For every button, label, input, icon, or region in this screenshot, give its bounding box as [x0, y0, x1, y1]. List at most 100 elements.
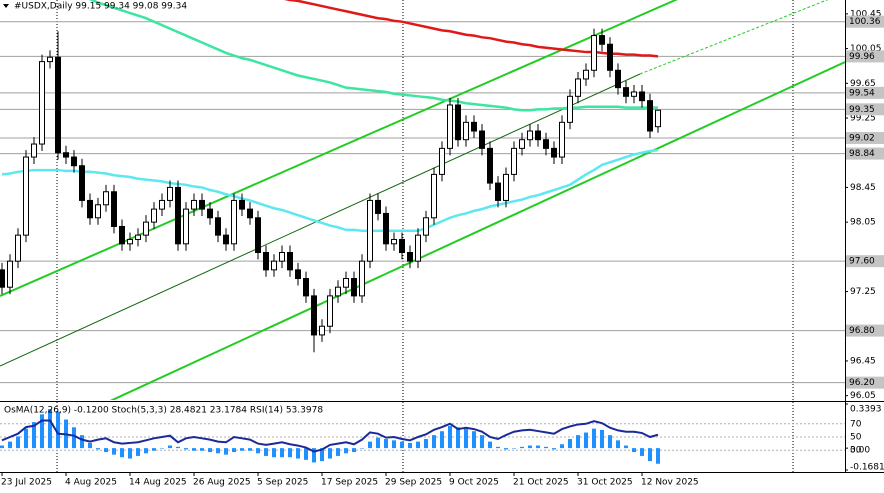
candle-body — [591, 35, 597, 71]
candle-body — [271, 260, 277, 271]
y-tick-label: 96.45 — [850, 356, 876, 366]
axes: 100.45 100.05 99.65 99.25 98.45 98.05 97.25 96.… — [1, 9, 884, 488]
osma-bar — [24, 428, 28, 449]
candle-body — [39, 61, 45, 145]
osma-bar — [184, 448, 188, 450]
candle-body — [223, 234, 229, 245]
candle-body — [79, 165, 85, 201]
osma-bar — [192, 448, 196, 451]
osma-bar — [16, 436, 20, 449]
osma-bar — [632, 448, 636, 453]
candle-body — [471, 121, 477, 132]
osma-bar — [144, 448, 148, 454]
level-box — [846, 15, 884, 28]
candle-body — [135, 234, 141, 240]
x-tick-label: 14 Aug 2025 — [129, 478, 187, 488]
channel-mid-extension — [639, 0, 829, 75]
channel — [0, 0, 845, 400]
osma-bar — [400, 441, 404, 449]
candle-body — [623, 87, 629, 97]
candle-body — [207, 208, 213, 219]
osma-bar — [112, 448, 116, 455]
channel-upper — [0, 0, 678, 297]
candle-body — [263, 251, 269, 271]
moving-average — [1, 148, 659, 233]
osma-bar — [152, 448, 156, 451]
level-label: 97.60 — [849, 257, 875, 267]
osma-bar — [448, 426, 452, 449]
candle-body — [47, 56, 53, 63]
level-label: 99.35 — [849, 105, 875, 115]
candle-body — [23, 156, 29, 236]
candle-body — [247, 208, 253, 219]
osma-bar — [488, 441, 492, 449]
indicator — [0, 409, 845, 464]
candle-body — [391, 238, 397, 245]
candle-body — [503, 173, 509, 201]
candle-body — [119, 225, 125, 245]
candle-body — [103, 191, 109, 206]
candle-body — [327, 295, 333, 327]
candle-body — [55, 56, 61, 154]
candle-body — [31, 143, 37, 158]
osma-bar — [600, 429, 604, 449]
level-label: 96.20 — [849, 378, 875, 388]
osma-bar — [288, 448, 292, 458]
candle-body — [375, 199, 381, 214]
y-tick-label: 96.05 — [850, 391, 876, 401]
candle-body — [15, 234, 21, 262]
osma-bar — [432, 435, 436, 449]
moving-average — [88, 0, 658, 112]
osma-bar — [472, 431, 476, 449]
candle-body — [511, 147, 517, 175]
y-tick-label: 100.45 — [850, 9, 882, 19]
candle-body — [631, 91, 637, 97]
osma-tick-label: -0.1681 — [850, 463, 884, 473]
x-tick-label: 21 Oct 2025 — [513, 478, 569, 488]
chart-title: #USDX,Daily 99.15 99.34 99.08 99.34 — [14, 2, 187, 12]
candle-body — [463, 121, 469, 141]
level-label: 99.02 — [849, 133, 875, 143]
rsi-line — [1, 419, 659, 453]
osma-bar — [136, 448, 140, 456]
osma-bar — [56, 411, 60, 449]
osma-bar — [392, 440, 396, 449]
level-label: 100.36 — [849, 17, 881, 27]
osma-tick-label: 0.3393 — [850, 405, 882, 415]
candle-body — [183, 208, 189, 245]
osma-bar — [640, 448, 644, 456]
osma-bar — [456, 427, 460, 449]
osma-bar — [8, 441, 12, 449]
candle-body — [359, 260, 365, 297]
osma-bar — [376, 437, 380, 449]
y-tick-label: 99.65 — [850, 79, 876, 89]
osma-bar — [336, 448, 340, 456]
levels — [0, 21, 845, 384]
osma-bar — [616, 440, 620, 449]
osma-bar — [256, 448, 260, 454]
candle-body — [647, 100, 653, 132]
osma-bar — [584, 432, 588, 449]
candle-body — [559, 121, 565, 158]
candle-body — [95, 204, 101, 219]
candle-body — [199, 199, 205, 210]
osma-bar — [480, 435, 484, 449]
channel-mid — [0, 73, 641, 367]
rsi-tick-label: 70 — [850, 419, 862, 429]
osma-bar — [536, 445, 540, 449]
candle-body — [535, 130, 541, 141]
candle-body — [255, 217, 261, 253]
osma-bar — [496, 446, 500, 449]
osma-bar — [224, 448, 228, 455]
osma-bar — [232, 448, 236, 453]
x-tick-label: 9 Oct 2025 — [449, 478, 499, 488]
osma-bar — [408, 442, 412, 449]
osma-bar — [40, 414, 44, 449]
candle-body — [287, 251, 293, 271]
candle-body — [575, 78, 581, 97]
y-tick-label: 98.05 — [850, 218, 876, 228]
osma-bar — [416, 441, 420, 449]
indicator-title: OsMA(12,26,9) -0.1200 Stoch(5,3,3) 28.48… — [4, 406, 323, 416]
osma-bar — [360, 448, 364, 449]
osma-tick-label: 0.00 — [850, 446, 870, 456]
